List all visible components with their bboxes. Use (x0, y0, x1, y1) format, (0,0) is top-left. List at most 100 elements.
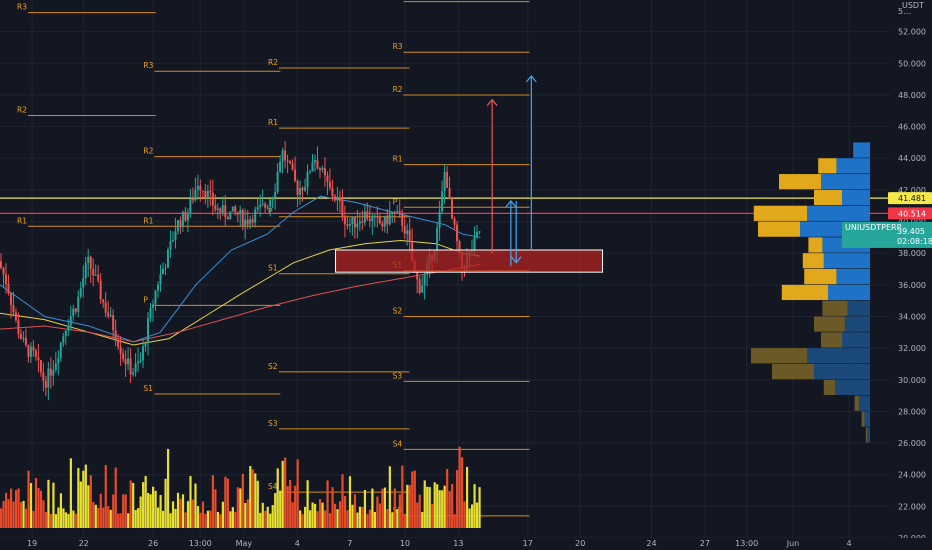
candle (7, 284, 10, 294)
candle (358, 221, 361, 224)
volume-bar (264, 510, 267, 528)
volume-bar (174, 508, 177, 528)
volume-bar (475, 502, 479, 528)
pivot-label: R2 (393, 85, 403, 94)
candle (199, 185, 202, 191)
profile-bar-sell (808, 237, 823, 253)
candle (169, 241, 172, 250)
candle (92, 269, 95, 276)
time-tick-label: 20 (575, 539, 585, 548)
moving-average-line (0, 195, 481, 343)
volume-bar (451, 484, 454, 528)
candle (59, 342, 62, 358)
candle (174, 231, 177, 241)
profile-bar-sell (818, 158, 837, 174)
support-zone[interactable] (335, 249, 604, 273)
candle (423, 274, 426, 286)
profile-bar-buy (807, 205, 870, 221)
volume-bar (129, 480, 132, 528)
price-axis-top-label: 5… (898, 7, 911, 16)
price-tag-label: 41.481 (898, 194, 926, 203)
volume-bar (246, 499, 249, 528)
volume-bar (189, 476, 192, 528)
volume-bar (82, 470, 85, 528)
volume-bar (408, 485, 411, 528)
candle (304, 187, 307, 191)
volume-bar (291, 502, 294, 528)
volume-bar (443, 485, 446, 528)
volume-bar (184, 512, 187, 528)
candle (259, 204, 262, 208)
volume-bar (433, 482, 436, 528)
profile-bar-buy (847, 300, 870, 316)
volume-bar (413, 470, 416, 528)
candle (241, 210, 244, 226)
candle (122, 353, 125, 360)
volume-bar (32, 510, 35, 528)
candle (27, 345, 30, 357)
volume-bar (204, 513, 207, 528)
candle (338, 198, 341, 202)
volume-bar (294, 485, 297, 528)
volume-bar (423, 480, 426, 528)
volume-bar (47, 479, 50, 528)
price-tag-box (888, 192, 932, 205)
candle (57, 357, 60, 364)
candle (24, 337, 27, 346)
candle (306, 172, 309, 188)
pivot-label: R2 (143, 147, 153, 156)
volume-bar (147, 492, 150, 528)
time-tick-label: 27 (700, 539, 710, 548)
price-tick-label: 42.000 (898, 186, 926, 195)
volume-bar (176, 492, 180, 528)
profile-bar-sell (823, 379, 835, 395)
volume-bar (72, 510, 75, 528)
pivot-label: R3 (17, 3, 27, 12)
price-tag-label: 40.514 (898, 209, 926, 218)
volume-bar (411, 471, 414, 528)
candle (256, 207, 259, 210)
volume-bar (323, 510, 327, 528)
currency-label: USDT (902, 1, 924, 10)
profile-bar-sell (821, 332, 842, 348)
volume-bar (461, 457, 464, 528)
candle (271, 197, 274, 200)
candle (72, 308, 75, 317)
candle (124, 359, 127, 365)
pivot-label: R1 (143, 216, 153, 225)
volume-bar (152, 486, 155, 528)
volume-bar (114, 467, 117, 528)
volume-bar (231, 507, 234, 528)
candle (112, 315, 115, 331)
candle (181, 211, 184, 227)
candle (67, 325, 70, 331)
volume-bar (186, 501, 190, 528)
candle (99, 280, 102, 300)
volume-bar (289, 480, 292, 528)
projection-arrows[interactable] (486, 75, 537, 266)
volume-bar (79, 481, 82, 528)
candle (281, 150, 284, 162)
time-tick-label: Jun (786, 539, 800, 548)
volume-bar (234, 511, 237, 528)
volume-bar (241, 473, 244, 528)
volume-bar (281, 460, 284, 528)
profile-bar-sell (814, 189, 842, 206)
price-axis[interactable]: 5…USDT 52.000 50.000 48.000 46.000 44.000 42.0… (890, 0, 932, 550)
candle (216, 208, 219, 210)
price-tick-label: 30.000 (898, 376, 926, 385)
candle (321, 168, 324, 170)
volume-bar (458, 446, 461, 528)
candle (52, 370, 55, 376)
time-tick-label: 10 (400, 539, 410, 548)
candle (309, 171, 312, 173)
candle (371, 216, 374, 221)
volume-bar (149, 494, 152, 528)
candle (94, 274, 97, 276)
volume-bar (22, 500, 25, 528)
volume-bar (463, 501, 466, 528)
time-axis[interactable]: 19 22 26 13:00 May 4 7 10 13 17 20 24 27 13:00 Jun 4 (0, 538, 932, 550)
volume-bar (201, 501, 205, 528)
volume-bar (254, 473, 257, 528)
